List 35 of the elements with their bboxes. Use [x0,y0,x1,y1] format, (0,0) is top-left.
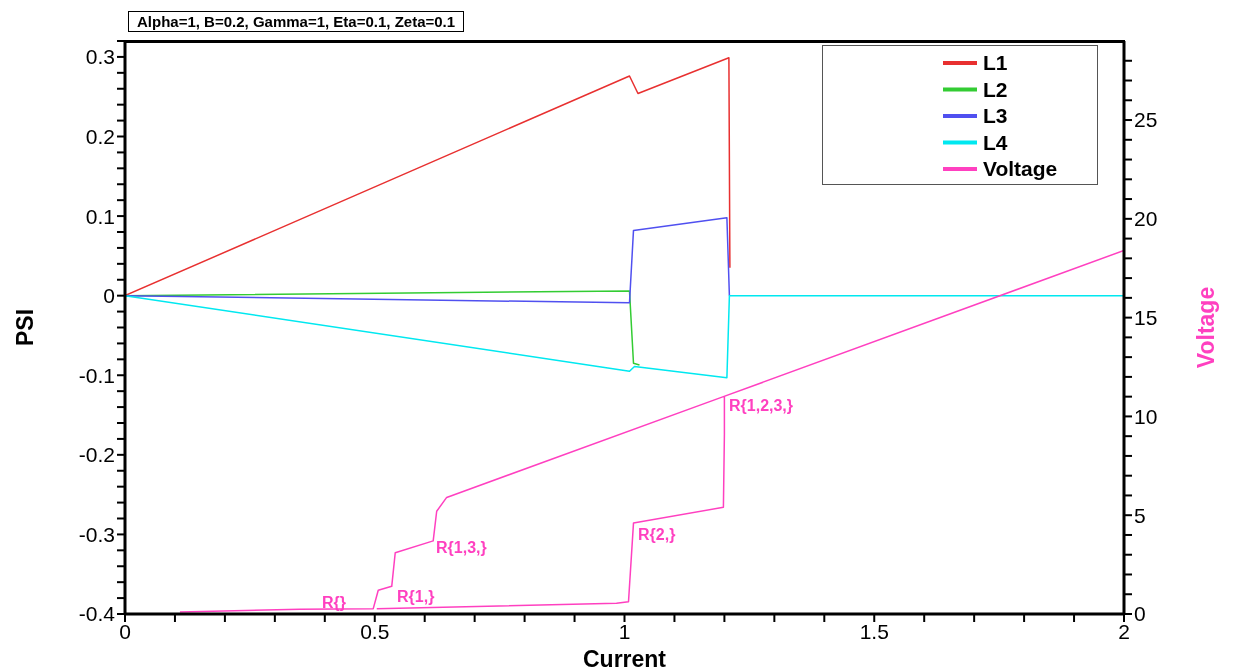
annotation: R{2,} [638,526,676,543]
legend-label: L2 [983,77,1008,101]
y2-tick-label: 25 [1134,108,1158,132]
y2-tick-label: 15 [1134,306,1158,330]
x-tick-label: 1 [618,619,631,643]
y2-tick-label: 5 [1134,503,1146,527]
x-axis-title: Current [582,646,667,671]
y-tick-label: 0.1 [85,204,115,228]
y2-tick-label: 0 [1134,602,1146,626]
y-tick-label: -0.3 [78,522,115,546]
y-tick-label: 0.2 [85,124,115,148]
line-series [125,294,1124,379]
legend-label: L3 [983,104,1008,127]
legend-label: Voltage [983,157,1058,180]
y-tick-label: -0.2 [78,443,115,467]
x-tick-label: 0 [119,619,131,643]
y2-tick-label: 20 [1134,207,1158,231]
legend-label: L1 [983,51,1008,74]
y-tick-label: 0.3 [85,45,115,69]
annotation: R{1,3,} [436,539,487,556]
line-series [125,56,731,297]
annotation: R{} [322,594,347,611]
x-tick-label: 1.5 [859,619,889,643]
y-tick-label: -0.1 [78,363,115,387]
annotation: R{1,} [397,588,435,605]
legend-label: L4 [983,130,1008,154]
annotation: R{1,2,3,} [729,397,794,414]
y-tick-label: 0 [103,284,115,308]
x-tick-label: 0.5 [360,619,390,643]
y2-tick-label: 10 [1134,404,1158,428]
y-axis-title: PSI [12,308,39,347]
x-tick-label: 2 [1118,619,1130,643]
chart-title: Alpha=1, B=0.2, Gamma=1, Eta=0.1, Zeta=0.1 [128,11,465,32]
y2-axis-title: Voltage [1193,286,1220,369]
y-tick-label: -0.4 [78,602,116,626]
